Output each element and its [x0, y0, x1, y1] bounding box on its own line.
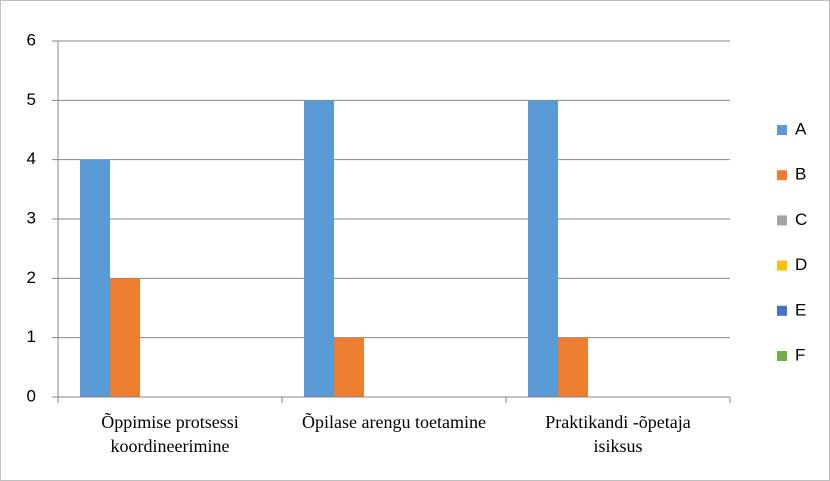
bar [110, 278, 140, 397]
bar [334, 337, 364, 397]
bar [304, 100, 334, 397]
x-tick-label: Õppimise protsessi koordineerimine [101, 412, 239, 456]
y-tick-label: 6 [27, 30, 36, 49]
legend-label: C [795, 210, 807, 229]
y-tick-label: 3 [27, 208, 36, 227]
y-tick-label: 4 [27, 149, 36, 168]
legend-swatch [777, 170, 787, 181]
y-tick-label: 1 [27, 327, 36, 346]
bar [528, 100, 558, 397]
legend-label: B [795, 165, 806, 184]
legend-label: F [795, 345, 805, 364]
y-tick-label: 0 [27, 386, 36, 405]
legend-swatch [777, 351, 787, 361]
x-tick-label: Praktikandi -õpetaja isiksus [545, 412, 691, 456]
legend-swatch [777, 215, 787, 226]
legend-swatch [777, 305, 787, 316]
bar [80, 159, 110, 397]
y-tick-label: 5 [27, 90, 36, 109]
y-tick-label: 2 [27, 268, 36, 287]
x-tick-label: Õpilase arengu toetamine [302, 412, 486, 432]
legend-label: A [795, 119, 807, 138]
legend-swatch [777, 260, 787, 271]
legend-label: D [795, 255, 807, 274]
legend-swatch [777, 125, 787, 135]
legend-label: E [795, 300, 806, 319]
bar [558, 337, 588, 397]
